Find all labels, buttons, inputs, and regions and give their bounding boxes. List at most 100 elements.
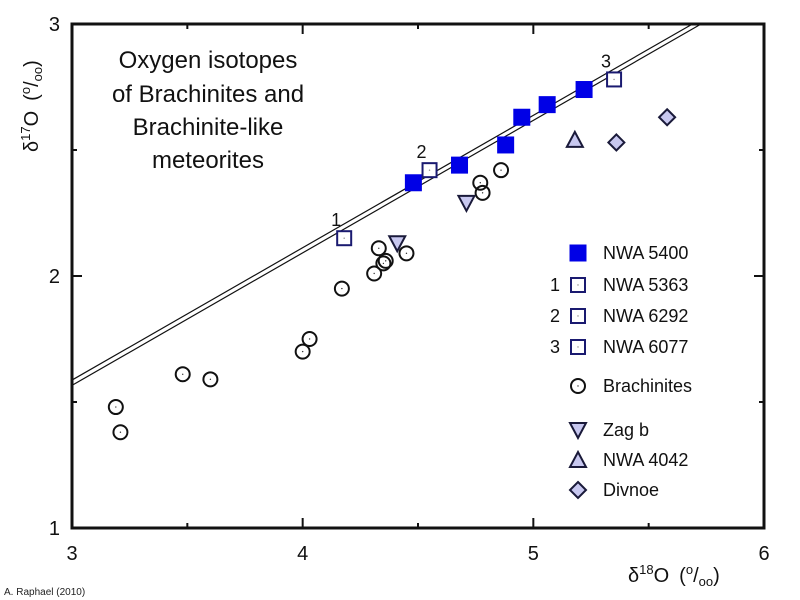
data-point-brachinites (174, 366, 191, 383)
legend-label: NWA 6292 (603, 306, 688, 326)
marker-center-dot (382, 262, 385, 265)
marker-center-dot (577, 315, 579, 317)
circle-open-marker (370, 240, 387, 257)
marker-center-dot (385, 260, 387, 262)
x-tick-label: 6 (758, 543, 769, 565)
diamond-marker (657, 107, 677, 127)
marker-center-dot (428, 169, 431, 171)
x-tick-label: 4 (297, 543, 308, 565)
circle-open-marker (375, 255, 392, 272)
plot-frame (70, 22, 766, 530)
triangle-down-marker (568, 422, 588, 441)
data-point-nwa-5400 (497, 136, 515, 154)
circle-open-marker (398, 245, 415, 262)
data-point-brachinites (474, 184, 491, 201)
y-tick-label: 2 (49, 266, 60, 288)
triangle-up-marker (568, 449, 588, 468)
legend-number: 2 (550, 306, 560, 326)
legend-marker-brachinites (570, 378, 586, 394)
y-label-unit-close: ) (21, 60, 43, 67)
circle-open-marker (472, 174, 489, 191)
legend-marker-nwa-6077 (570, 339, 586, 355)
data-point-brachinites (493, 162, 510, 179)
circle-open-marker (366, 265, 383, 282)
marker-center-dot (343, 237, 345, 239)
y-label-unit-sub: oo (30, 67, 45, 81)
square-filled-marker (575, 81, 593, 99)
circle-open-marker (333, 280, 350, 297)
marker-center-dot (119, 431, 122, 433)
data-point-divnoe (657, 107, 677, 127)
data-point-brachinites (472, 174, 489, 191)
circle-open-marker (301, 331, 318, 347)
circle-open-marker (474, 184, 491, 201)
legend-number: 1 (550, 275, 560, 295)
y-label-unit-slash: / (21, 81, 43, 87)
marker-center-dot (613, 78, 615, 81)
legend-label: NWA 5400 (603, 243, 688, 263)
legend-marker-nwa-5400 (569, 244, 587, 262)
data-point-nwa-6077 (606, 71, 623, 88)
x-tick-label: 5 (528, 543, 539, 565)
square-filled-marker (404, 174, 422, 192)
legend-number: 3 (550, 337, 560, 357)
data-point-brachinites (370, 240, 387, 257)
legend-marker-zag-b (568, 422, 588, 441)
reference-line-1 (71, 23, 693, 381)
y-label-sup: 17 (18, 126, 33, 140)
x-label-unit-sub: oo (699, 574, 713, 589)
data-points (107, 71, 677, 441)
y-tick-label: 1 (49, 518, 60, 540)
x-tick-label: 3 (66, 543, 77, 565)
data-point-brachinites (377, 252, 394, 269)
x-label-unit-sup: o (686, 562, 693, 577)
point-number-labels: 1 2 3 (331, 51, 611, 230)
circle-open-marker (377, 252, 394, 269)
data-point-brachinites (112, 424, 129, 441)
data-point-brachinites (366, 265, 383, 282)
title-line-1: Oxygen isotopes (119, 47, 298, 74)
circle-open-marker (493, 162, 510, 179)
marker-center-dot (341, 287, 343, 290)
marker-center-dot (308, 338, 311, 340)
legend-marker-divnoe (568, 480, 588, 500)
data-point-zag-b (456, 194, 477, 214)
legend-label: Divnoe (603, 480, 659, 500)
diamond-marker (606, 133, 626, 152)
legend-marker-nwa-6292 (570, 308, 586, 324)
x-axis-label: δ18O (o/oo) (628, 562, 720, 589)
data-point-brachinites (398, 245, 415, 262)
circle-open-marker (294, 343, 311, 360)
data-point-divnoe (606, 133, 626, 152)
data-point-nwa-4042 (565, 129, 585, 148)
legend-item-brachinites: Brachinites (570, 376, 692, 396)
reference-line-2 (71, 23, 702, 386)
triangle-down-marker (387, 235, 407, 254)
tick-labels: 3 4 5 6 1 2 3 (49, 14, 770, 565)
x-label-delta: δ (628, 565, 639, 587)
circle-open-marker (570, 378, 586, 394)
legend-label: NWA 5363 (603, 275, 688, 295)
legend-marker-nwa-4042 (568, 449, 588, 468)
square-filled-marker (451, 156, 469, 174)
data-point-nwa-5400 (451, 156, 469, 174)
y-label-delta: δ (21, 141, 43, 152)
legend-item-nwa-5400: NWA 5400 (569, 243, 688, 263)
point-number-label-nwa-6077: 3 (601, 51, 611, 71)
data-point-brachinites (202, 371, 219, 388)
marker-center-dot (577, 284, 579, 286)
data-point-nwa-5400 (513, 108, 531, 126)
circle-open-marker (112, 424, 129, 441)
triangle-up-marker (565, 129, 585, 148)
circle-open-marker (107, 399, 124, 416)
y-tick-label: 3 (49, 14, 60, 36)
square-filled-marker (569, 244, 587, 262)
x-label-unit-open: ( (679, 565, 686, 587)
credit-text: A. Raphael (2010) (4, 587, 85, 598)
y-label-main: O (21, 111, 43, 127)
point-number-label-nwa-6292: 2 (417, 142, 427, 162)
x-label-unit-slash: / (693, 565, 699, 587)
y-label-unit-sup: o (18, 87, 33, 94)
data-point-nwa-5400 (404, 174, 422, 192)
legend-item-nwa-6292: 2 NWA 6292 (550, 306, 688, 326)
